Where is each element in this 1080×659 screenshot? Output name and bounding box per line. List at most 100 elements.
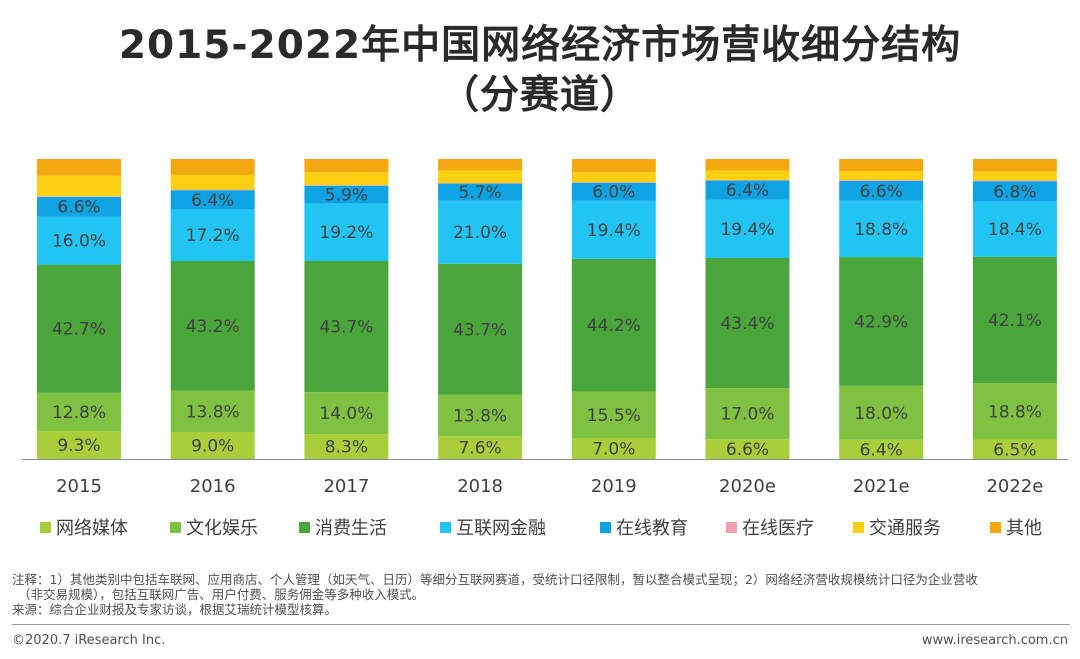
website: www.iresearch.com.cn [921,633,1068,648]
data-label: 5.9% [325,186,368,206]
data-label: 6.4% [191,191,234,211]
data-label: 42.7% [52,320,106,340]
bar-segment [571,182,656,183]
bar-segment [37,264,121,393]
bar-segment [170,261,255,391]
bar-segment [438,394,523,437]
bar-segment [839,385,924,440]
bar-segment [839,439,924,459]
copyright: ©2020.7 iResearch Inc. [12,633,166,648]
bar-segment [705,180,790,181]
bar-segment [839,180,924,201]
bar-segment [170,209,255,261]
bar-segment [438,183,523,184]
x-tick-label: 2020e [719,476,776,497]
legend-swatch [600,521,611,533]
legend-item: 网络媒体 [40,514,128,540]
bar-segment [304,434,389,459]
bar-segment [438,436,523,459]
legend-swatch [440,521,451,533]
data-label: 5.7% [458,183,501,203]
chart-title-line2: （分赛道） [439,73,640,118]
data-label: 6.8% [993,182,1036,202]
bar-segment [705,439,790,459]
legend-item: 文化娱乐 [170,514,258,540]
legend-item: 其他 [990,514,1042,540]
data-label: 42.9% [854,312,908,332]
legend-swatch [853,521,864,533]
chart-title-line1: 2015-2022年中国网络经济市场营收细分结构 [118,23,962,68]
bar-segment [839,257,924,386]
bar-segment [37,196,121,197]
data-label: 7.0% [592,440,635,460]
bar-segment [972,201,1057,257]
legend-label: 交通服务 [869,518,941,539]
footer-divider [12,624,1070,625]
legend-swatch [170,521,181,533]
bar-segment [972,171,1057,181]
source-note: 来源：综合企业财报及专家访谈，根据艾瑞统计模型核算。 [12,602,338,617]
bar-segment [972,256,1057,384]
bar-segment [972,181,1057,202]
data-label: 43.7% [453,320,507,340]
data-label: 18.0% [854,404,908,424]
bar-segment [839,171,924,180]
x-tick-label: 2016 [190,476,236,497]
data-label: 43.7% [319,318,373,338]
bar-segment [304,185,389,186]
bar-segment [571,172,656,183]
legend-label: 其他 [1006,518,1042,539]
data-label: 19.2% [319,223,373,243]
data-label: 14.0% [319,404,373,424]
bar-segment [705,180,790,200]
data-label: 16.0% [52,232,106,252]
data-label: 18.8% [854,220,908,240]
data-label: 13.8% [453,407,507,427]
bar-segment [37,159,121,176]
legend-label: 互联网金融 [456,518,546,539]
bar-segment [972,159,1057,172]
x-tick-label: 2018 [457,476,503,497]
bar-segment [571,258,656,392]
legend-swatch [40,521,51,533]
data-label: 6.5% [993,440,1036,460]
data-label: 6.6% [860,182,903,202]
bar-segment [972,180,1057,182]
bar-segment [571,200,656,259]
data-label: 13.8% [186,402,240,422]
x-tick-label: 2015 [56,476,102,497]
bar-segment [438,159,523,171]
bar-segment [705,199,790,258]
data-label: 7.6% [458,439,501,459]
legend-item: 消费生活 [299,514,387,540]
x-tick-label: 2021e [853,476,910,497]
bar-segment [170,159,255,175]
bar-segment [705,388,790,440]
legend-label: 在线医疗 [742,518,814,539]
bar-segment [37,216,121,265]
bar-segment [304,159,389,173]
legend-item: 互联网金融 [440,514,546,540]
data-label: 9.0% [191,437,234,457]
data-label: 44.2% [587,316,641,336]
data-label: 21.0% [453,223,507,243]
bar-segment [438,200,523,264]
data-label: 6.0% [592,183,635,203]
data-label: 17.0% [720,405,774,425]
bar-segment [839,200,924,258]
bar-segment [170,174,255,190]
legend-label: 消费生活 [315,518,387,539]
data-label: 43.4% [720,314,774,334]
x-tick-label: 2017 [323,476,369,497]
bar-segment [571,391,656,438]
bar-segment [438,170,523,183]
data-label: 19.4% [587,221,641,241]
x-tick-label: 2019 [591,476,637,497]
bar-segment [839,159,924,171]
x-tick-label: 2022e [986,476,1043,497]
bar-segment [37,431,121,459]
bar-segment [170,190,255,210]
legend-swatch [990,521,1001,533]
legend-label: 网络媒体 [56,518,128,539]
